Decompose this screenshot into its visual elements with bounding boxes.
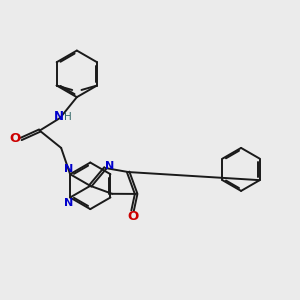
Text: H: H	[64, 112, 72, 122]
Text: O: O	[9, 133, 20, 146]
Text: O: O	[127, 210, 138, 223]
Text: N: N	[53, 110, 64, 123]
Text: N: N	[105, 160, 115, 171]
Text: N: N	[64, 164, 73, 174]
Text: N: N	[64, 198, 73, 208]
